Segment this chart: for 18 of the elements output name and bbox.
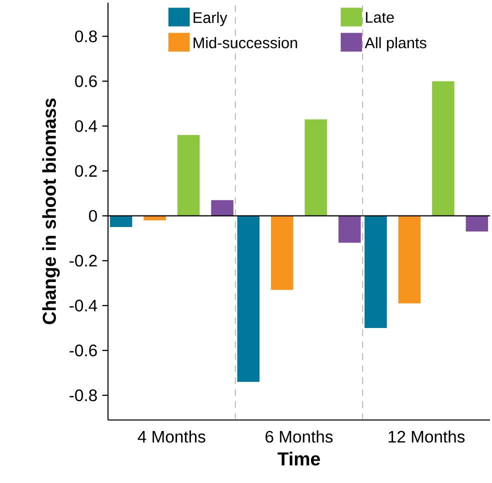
x-tick-label: 12 Months (388, 430, 465, 443)
y-tick-label: 0.4 (75, 120, 98, 132)
y-axis-title: Change in shoot biomass (42, 98, 60, 324)
legend-label: Mid-succession (194, 37, 298, 48)
legend-label: All plants (364, 37, 426, 52)
x-tick-label: 6 Months (266, 430, 333, 443)
y-tick-label: 0.8 (75, 30, 97, 42)
x-axis-title: Time (278, 452, 320, 466)
y-tick-label: -0.2 (70, 254, 97, 267)
y-tick-label: 0.2 (75, 165, 97, 177)
legend-label: Early (194, 12, 228, 26)
x-tick-label: 4 Months (138, 430, 206, 443)
y-tick-label: 0.6 (75, 75, 97, 88)
y-tick-label: -0.8 (70, 389, 97, 402)
y-tick-label: -0.6 (70, 344, 97, 356)
legend-label: Late (366, 12, 394, 23)
y-tick-label: 0 (88, 210, 97, 222)
y-tick-label: -0.4 (70, 300, 98, 312)
